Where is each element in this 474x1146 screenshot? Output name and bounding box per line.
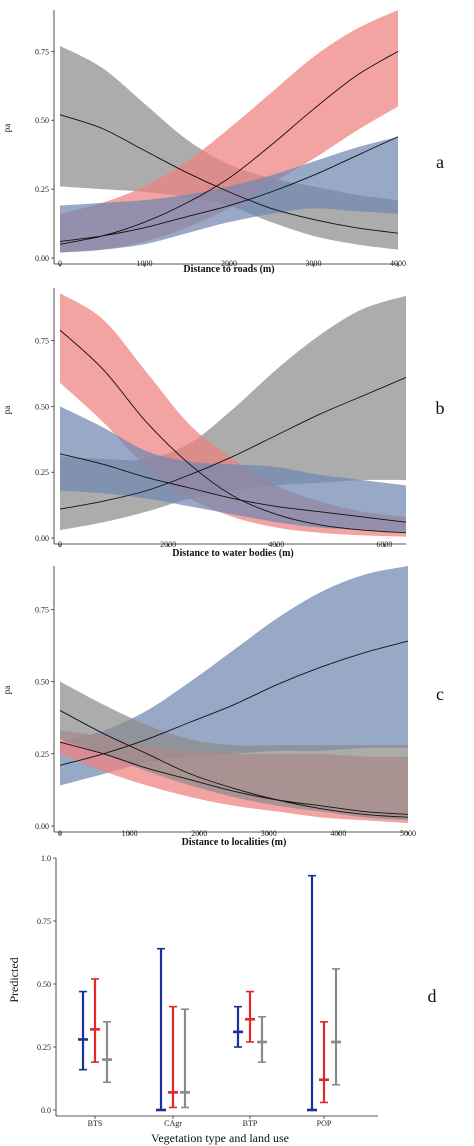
- x-axis-title: Distance to water bodies (m): [172, 548, 293, 559]
- panel-label-d: d: [428, 986, 437, 1006]
- y-tick-label: 0.50: [37, 980, 51, 989]
- y-tick-label: 0.00: [35, 254, 49, 263]
- y-tick-label: 0.00: [35, 534, 49, 543]
- x-tick-label: 4000: [268, 540, 284, 549]
- x-tick-label: 2000: [221, 259, 237, 268]
- x-axis-title: Distance to roads (m): [183, 264, 274, 275]
- x-axis-title: Vegetation type and land use: [151, 1131, 289, 1145]
- y-tick-label: 0.25: [37, 1043, 51, 1052]
- panel-label-c: c: [436, 684, 444, 704]
- panel-a: 0 1000 2000 3000 4000 0.00 0.25 0.50 0.75 Distanc…: [2, 10, 444, 275]
- x-tick-label: 1000: [122, 829, 138, 838]
- x-tick-label: 3000: [306, 259, 322, 268]
- curve-blue: [59, 640, 409, 766]
- y-tick-label: 0.75: [35, 605, 49, 614]
- y-axis-title: Predicted: [7, 957, 21, 1002]
- y-tick-label: 1.0: [41, 854, 51, 863]
- panel-b: 0 2000 4000 6000 0.00 0.25 0.50 0.75 Distance to…: [2, 288, 445, 559]
- curve-red: [59, 741, 409, 815]
- x-tick-label: BTP: [243, 1119, 258, 1128]
- x-tick-label: 0: [58, 259, 62, 268]
- y-axis-title: pa: [2, 124, 12, 133]
- ribbon-blue: [60, 136, 398, 253]
- x-tick-label: BTS: [88, 1119, 103, 1128]
- ribbon-blue: [60, 406, 406, 533]
- y-axis-title: pa: [2, 686, 12, 695]
- y-tick-label: 0.75: [35, 47, 49, 56]
- curve-blue: [59, 136, 399, 242]
- y-tick-label: 0.50: [35, 402, 49, 411]
- curve-red: [59, 329, 407, 534]
- panel-label-b: b: [436, 398, 445, 418]
- y-tick-label: 0.75: [35, 337, 49, 346]
- x-tick-label: 0: [58, 540, 62, 549]
- y-tick-label: 0.25: [35, 750, 49, 759]
- panel-c: 0 1000 2000 3000 4000 5000 0.00 0.25 0.50 0.75 Dis…: [2, 566, 444, 848]
- y-tick-label: 0.0: [41, 1106, 51, 1115]
- x-tick-label: 2000: [191, 829, 207, 838]
- y-tick-label: 0.50: [35, 678, 49, 687]
- curve-grey: [59, 114, 399, 234]
- curve-grey: [59, 710, 409, 818]
- x-tick-label: 1000: [137, 259, 153, 268]
- y-tick-label: 0.25: [35, 468, 49, 477]
- x-tick-label: 5000: [400, 829, 416, 838]
- x-tick-label: 4000: [390, 259, 406, 268]
- curve-blue: [59, 453, 407, 523]
- x-tick-label: 0: [58, 829, 62, 838]
- curve-grey: [59, 377, 407, 510]
- panel-label-a: a: [436, 152, 444, 172]
- y-tick-label: 0.25: [35, 185, 49, 194]
- x-tick-label: 3000: [261, 829, 277, 838]
- y-tick-label: 0.00: [35, 822, 49, 831]
- panel-d: BTS CAgr BTP POP 0.0 0.25 0.50 0.75 1.0 Vegetatio…: [7, 854, 437, 1145]
- x-axis-title: Distance to localities (m): [182, 837, 287, 848]
- y-tick-label: 0.50: [35, 116, 49, 125]
- y-axis-title: pa: [2, 406, 12, 415]
- ribbon-grey: [60, 681, 408, 821]
- ribbon-red: [60, 10, 398, 253]
- x-tick-label: 4000: [330, 829, 346, 838]
- x-tick-label: 6000: [376, 540, 392, 549]
- x-tick-label: CAgr: [164, 1119, 182, 1128]
- curve-red: [59, 50, 399, 245]
- y-tick-label: 0.75: [37, 917, 51, 926]
- x-tick-label: POP: [317, 1119, 332, 1128]
- x-tick-label: 2000: [160, 540, 176, 549]
